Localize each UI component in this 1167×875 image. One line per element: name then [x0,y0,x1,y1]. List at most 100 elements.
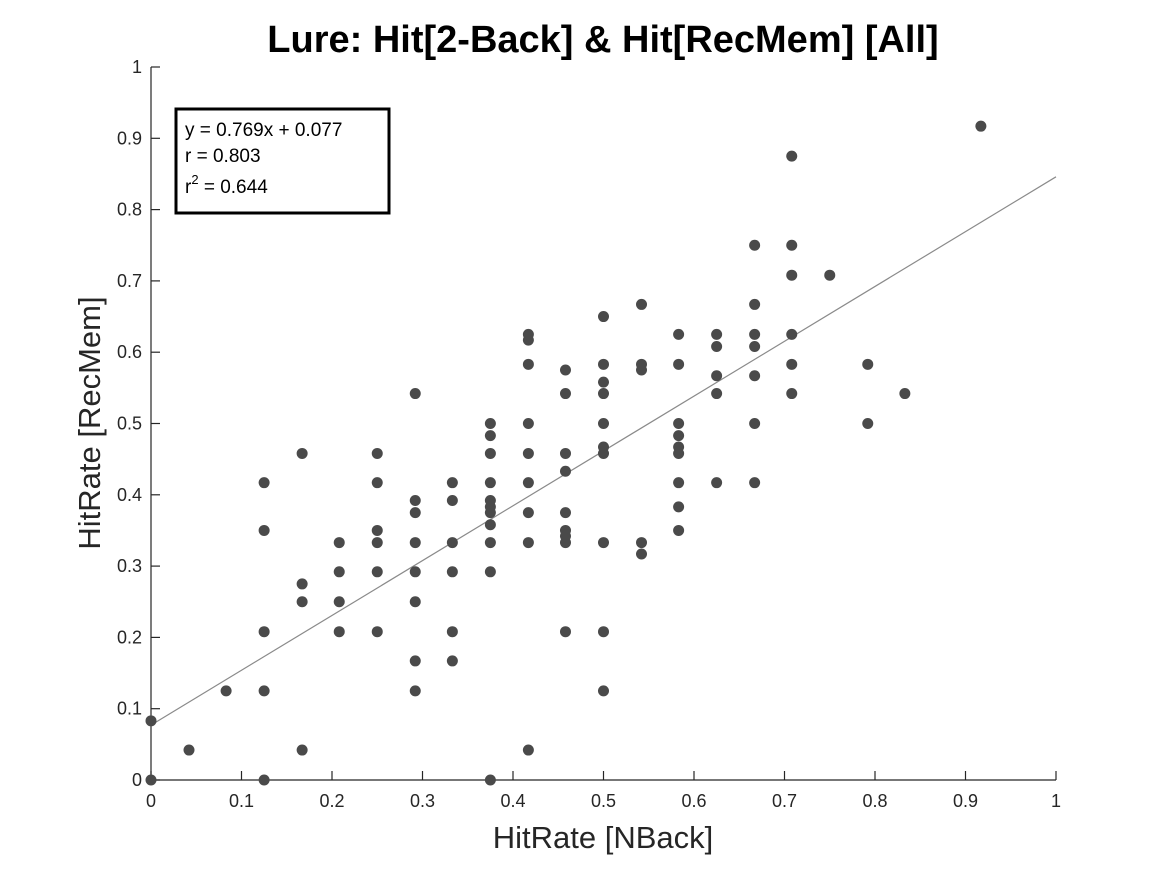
data-point [371,447,383,459]
data-point [333,566,345,578]
y-tick-label: 0.9 [117,128,142,148]
x-axis-ticks: 0 0.1 0.2 0.3 0.4 0.5 0.6 0.7 0.8 0.9 1 [146,771,1061,811]
data-point [522,507,534,519]
data-point [258,626,270,638]
y-tick-label: 0.5 [117,414,142,434]
y-tick-label: 0.3 [117,556,142,576]
y-tick-label: 1 [132,57,142,77]
x-tick-label: 0.8 [862,791,887,811]
data-point [598,537,609,549]
data-point [446,495,458,507]
x-tick-label: 1 [1051,791,1061,811]
data-point [446,537,458,549]
data-point [673,477,685,489]
y-tick-label: 0.7 [117,271,142,291]
data-point [522,418,534,429]
data-point [220,685,232,697]
data-point [409,537,421,549]
data-point [484,566,496,578]
data-point [484,519,496,531]
data-point [673,328,685,340]
data-point [749,298,761,310]
fit-r-squared: r2 = 0.644 [185,172,268,198]
data-point [409,655,421,667]
y-tick-label: 0 [132,770,142,790]
data-point [598,388,609,400]
x-tick-label: 0.5 [591,791,616,811]
data-point [673,430,685,442]
x-tick-label: 0.2 [319,791,344,811]
data-point [711,388,723,400]
x-tick-label: 0.6 [681,791,706,811]
data-point [484,495,496,507]
axes: 0 0.1 0.2 0.3 0.4 0.5 0.6 0.7 0.8 0.9 1 0 0.1 0.2 0.3… [117,57,1061,811]
x-tick-label: 0.9 [953,791,978,811]
data-point [824,269,836,281]
data-point [598,441,609,453]
data-point [484,447,496,459]
data-point [673,358,685,370]
data-point [258,477,270,489]
data-point [522,358,534,370]
data-point [559,507,571,519]
x-tick-label: 0.7 [772,791,797,811]
data-point [446,477,458,489]
y-tick-label: 0.4 [117,485,142,505]
data-point [559,388,571,400]
data-point [371,566,383,578]
y-axis-label: HitRate [RecMem] [72,296,107,549]
data-point [749,370,761,382]
data-point [522,477,534,489]
x-tick-label: 0.3 [410,791,435,811]
data-point [333,537,345,549]
data-point [145,774,157,786]
data-point [975,120,987,132]
data-point [183,744,195,756]
data-point [749,239,761,251]
data-point [711,370,723,382]
x-axis-label: HitRate [NBack] [493,820,714,855]
data-point [522,328,534,340]
data-point [522,537,534,549]
data-point [371,537,383,549]
data-point [559,465,571,477]
data-point [484,774,496,786]
data-point [446,626,458,638]
data-point [296,447,308,459]
data-point [636,548,648,560]
data-point [484,537,496,549]
data-point [258,774,270,786]
data-point [446,566,458,578]
data-point [598,685,609,697]
y-tick-label: 0.6 [117,342,142,362]
data-point [786,328,798,340]
data-point [749,477,761,489]
data-point [409,596,421,608]
data-point [484,430,496,442]
data-point [786,358,798,370]
r2-value: = 0.644 [199,177,269,198]
data-point [711,477,723,489]
data-point [598,311,609,323]
data-point [409,685,421,697]
r2-prefix: r [185,177,192,198]
data-point [862,418,874,429]
data-point [559,364,571,376]
data-point [258,524,270,536]
data-point [636,537,648,549]
data-point [673,501,685,513]
x-tick-label: 0.1 [229,791,254,811]
data-point [598,358,609,370]
data-point [711,328,723,340]
x-tick-label: 0.4 [500,791,525,811]
data-point [749,418,761,429]
data-point [598,626,609,638]
data-point [522,744,534,756]
data-point [636,298,648,310]
regression-stats-box: y = 0.769x + 0.077 r = 0.803 r2 = 0.644 [174,107,391,215]
data-point [484,418,496,429]
data-point [786,150,798,162]
data-point [749,328,761,340]
data-point [749,340,761,352]
